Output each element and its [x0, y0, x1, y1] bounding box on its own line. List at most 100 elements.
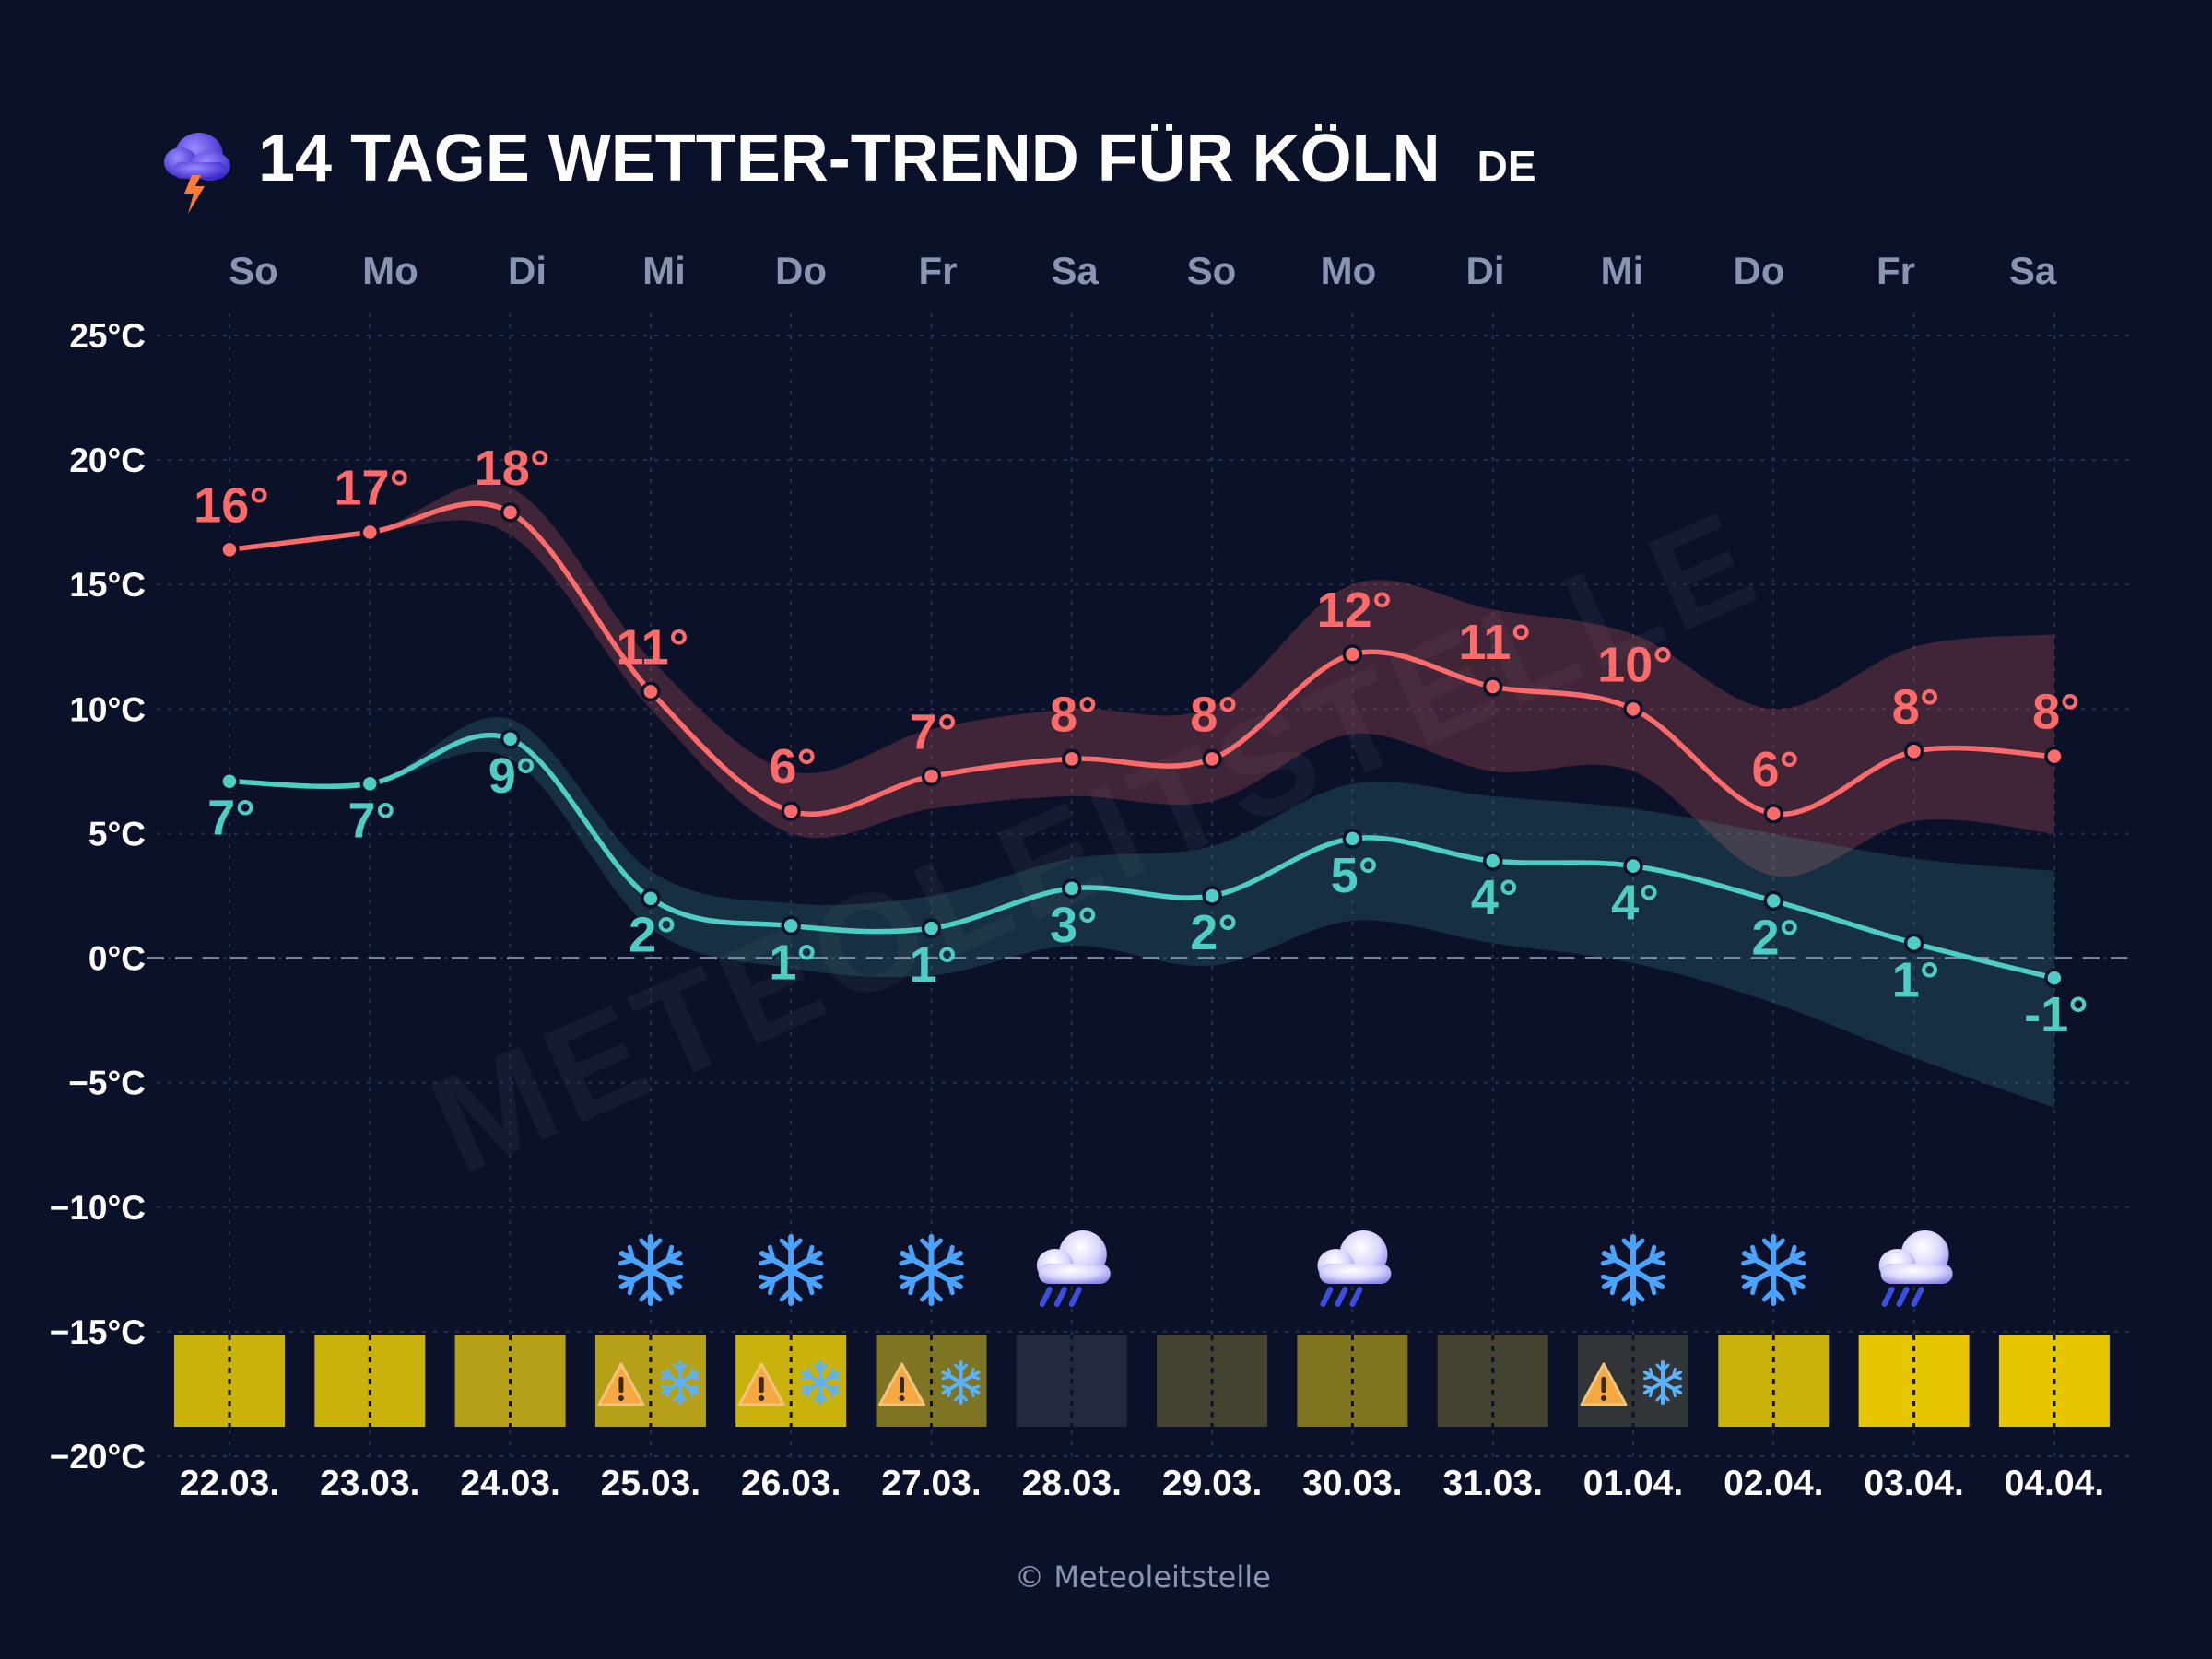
- max-value-label: 6°: [769, 739, 817, 794]
- header: 14 TAGE WETTER-TREND FÜR KÖLN DE: [164, 122, 1536, 214]
- snowflake-icon: [758, 1234, 824, 1306]
- date-label: 01.04.: [1583, 1464, 1683, 1503]
- date-label: 29.03.: [1162, 1464, 1262, 1503]
- snowflake-icon: [1600, 1234, 1666, 1306]
- max-value-label: 7°: [910, 704, 958, 759]
- max-value-label: 11°: [617, 619, 689, 675]
- data-points: [219, 502, 2065, 988]
- date-label: 26.03.: [741, 1464, 841, 1503]
- min-value-label: 1°: [910, 937, 958, 993]
- max-value-label: 17°: [334, 460, 409, 515]
- country-code: DE: [1477, 142, 1536, 190]
- min-value-label: 7°: [207, 791, 255, 846]
- warning-icon: [1580, 1362, 1628, 1406]
- min-data-point: [781, 915, 801, 936]
- date-label: 22.03.: [180, 1464, 279, 1503]
- date-label: 04.04.: [2005, 1464, 2104, 1503]
- copyright: © Meteoleitstelle: [1015, 1559, 1271, 1594]
- small-snowflake-icon: [1642, 1360, 1683, 1405]
- date-label: 27.03.: [881, 1464, 981, 1503]
- max-data-point: [1202, 748, 1222, 770]
- min-uncertainty-band: [229, 716, 2054, 1108]
- min-value-label: 4°: [1611, 876, 1659, 931]
- min-value-label: 7°: [347, 793, 395, 848]
- warning-icon: [597, 1362, 645, 1406]
- weekday-label: Mi: [1601, 249, 1644, 292]
- weekday-label: Do: [1734, 249, 1785, 292]
- max-value-label: 8°: [1892, 679, 1940, 735]
- max-value-label: 6°: [1751, 742, 1799, 797]
- weekday-label: So: [1187, 249, 1237, 292]
- max-value-label: 8°: [1050, 687, 1098, 742]
- min-data-point: [2044, 968, 2065, 988]
- weekday-label: Mi: [642, 249, 686, 292]
- value-labels: 16° 17° 18° 11° 6° 7° 8° 8° 12° 11° 10° 6° 8° 8° 7° 7° 9…: [194, 441, 2088, 1042]
- weekday-label: Di: [1466, 249, 1505, 292]
- min-data-point: [641, 888, 661, 909]
- max-value-label: 8°: [2032, 685, 2080, 740]
- rain-cloud-icon: [1036, 1230, 1111, 1307]
- weekday-row: So Mo Di Mi Do Fr Sa So Mo Di Mi Do Fr Sa: [229, 249, 2057, 292]
- small-snowflake-icon: [801, 1360, 841, 1405]
- min-data-point: [921, 918, 942, 938]
- min-data-point: [1763, 890, 1784, 912]
- max-value-label: 10°: [1597, 637, 1673, 692]
- date-label: 23.03.: [320, 1464, 419, 1503]
- y-tick-label: −10°C: [50, 1189, 146, 1227]
- max-data-point: [1482, 677, 1503, 697]
- snowflake-icon: [1741, 1234, 1806, 1306]
- min-value-label: 2°: [1190, 905, 1238, 960]
- max-value-label: 16°: [194, 477, 269, 533]
- rain-cloud-icon: [1317, 1230, 1392, 1307]
- min-temperature-line: [227, 732, 2057, 981]
- max-data-point: [1342, 644, 1363, 665]
- max-value-label: 8°: [1190, 687, 1238, 742]
- date-label: 31.03.: [1442, 1464, 1542, 1503]
- max-data-point: [1763, 804, 1784, 824]
- y-tick-label: −15°C: [50, 1313, 146, 1351]
- warning-icon: [737, 1362, 785, 1406]
- min-data-point: [1623, 855, 1643, 877]
- min-value-label: 2°: [1751, 910, 1799, 965]
- max-data-point: [500, 502, 521, 523]
- min-data-point: [500, 729, 521, 749]
- y-tick-label: 10°C: [69, 690, 146, 728]
- max-data-point: [1062, 748, 1082, 770]
- min-data-point: [219, 771, 240, 792]
- weather-icons: [618, 1230, 1953, 1307]
- temperature-lines: [227, 500, 2057, 981]
- max-data-point: [921, 766, 942, 787]
- date-label: 25.03.: [601, 1464, 700, 1503]
- weekday-label: Di: [508, 249, 547, 292]
- max-value-label: 11°: [1458, 615, 1531, 670]
- min-data-point: [1342, 829, 1363, 849]
- max-data-point: [1623, 699, 1643, 720]
- warning-icon: [878, 1362, 925, 1406]
- date-label: 28.03.: [1022, 1464, 1122, 1503]
- weekday-label: Sa: [2009, 249, 2057, 292]
- weekday-label: Mo: [362, 249, 418, 292]
- max-data-point: [641, 681, 661, 702]
- y-axis: 25°C 20°C 15°C 10°C 5°C 0°C −5°C −10°C −15°C −20°…: [50, 317, 146, 1476]
- min-data-point: [1202, 886, 1222, 906]
- rain-cloud-icon: [1878, 1230, 1953, 1307]
- small-snowflake-icon: [660, 1360, 700, 1405]
- y-tick-label: −5°C: [68, 1065, 146, 1102]
- date-label: 24.03.: [460, 1464, 559, 1503]
- weekday-label: Mo: [1321, 249, 1377, 292]
- min-data-point: [1062, 878, 1082, 899]
- weekday-label: So: [229, 249, 278, 292]
- max-value-label: 12°: [1317, 582, 1393, 638]
- max-data-point: [781, 801, 801, 821]
- date-row: 22.03. 23.03. 24.03. 25.03. 26.03. 27.03. 28.0…: [180, 1464, 2104, 1503]
- weekday-label: Fr: [919, 249, 958, 292]
- y-tick-label: 5°C: [88, 815, 146, 853]
- weekday-label: Do: [775, 249, 827, 292]
- storm-cloud-icon: [164, 133, 230, 214]
- y-tick-label: 20°C: [69, 441, 146, 479]
- y-tick-label: 15°C: [69, 566, 146, 604]
- min-value-label: -1°: [2024, 987, 2088, 1042]
- max-data-point: [1903, 741, 1924, 762]
- date-label: 30.03.: [1302, 1464, 1402, 1503]
